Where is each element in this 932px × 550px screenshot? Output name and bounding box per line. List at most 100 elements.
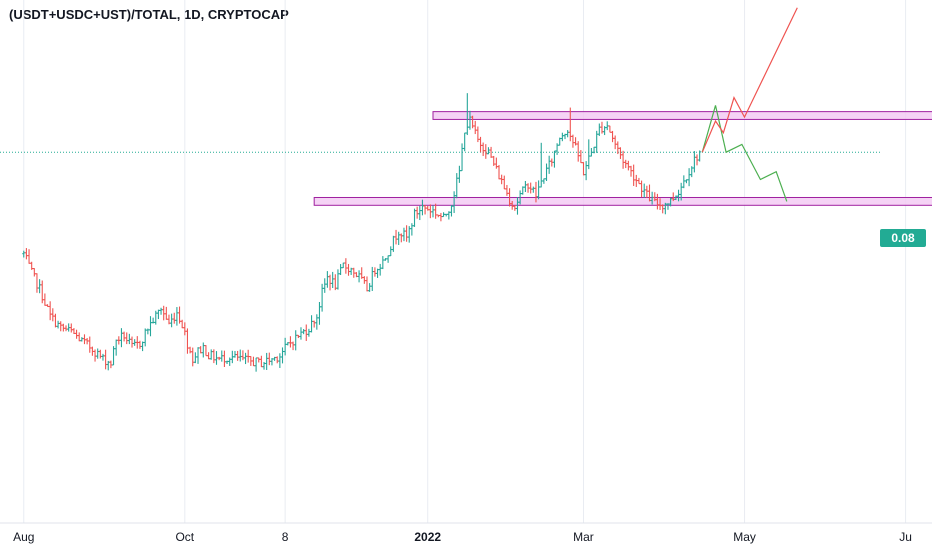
ohlc-bar <box>386 255 390 263</box>
ohlc-bar <box>164 306 168 320</box>
ohlc-bar <box>143 328 147 347</box>
ohlc-bar <box>574 137 578 146</box>
ohlc-bar <box>476 126 480 143</box>
ohlc-bar <box>357 270 361 283</box>
x-tick-label: Oct <box>175 530 194 544</box>
ohlc-bar <box>254 357 258 372</box>
ohlc-bar <box>624 159 628 169</box>
ohlc-bar <box>402 227 406 242</box>
ohlc-bar <box>133 339 137 346</box>
ohlc-bar <box>486 147 490 155</box>
ohlc-bar <box>608 125 612 133</box>
ohlc-bar <box>101 353 105 361</box>
ohlc-bar <box>257 357 261 363</box>
ohlc-bar <box>38 279 42 294</box>
ohlc-bar <box>175 307 179 326</box>
ohlc-bar <box>331 271 335 289</box>
ohlc-bar <box>360 267 364 279</box>
ohlc-bar <box>642 183 646 198</box>
ohlc-bar <box>505 184 509 196</box>
ohlc-bar <box>328 274 332 291</box>
ohlc-bar <box>531 186 535 193</box>
ohlc-bar <box>365 276 369 292</box>
x-tick-label: Ju <box>899 530 912 544</box>
ohlc-bar <box>112 346 116 366</box>
ohlc-bar <box>288 336 292 348</box>
ohlc-bar <box>347 263 351 276</box>
ohlc-bar <box>307 328 311 337</box>
ohlc-bar <box>236 350 240 361</box>
ohlc-bar <box>46 304 50 308</box>
ohlc-bar <box>552 150 556 168</box>
ohlc-bar <box>22 250 26 258</box>
ohlc-bar <box>312 320 316 328</box>
ohlc-bar <box>24 248 28 260</box>
ohlc-bar <box>302 329 306 335</box>
ohlc-bar <box>106 360 110 371</box>
ohlc-bar <box>555 143 559 155</box>
ohlc-bar <box>77 332 81 342</box>
ohlc-bar <box>233 350 237 358</box>
ohlc-bar <box>410 223 414 236</box>
ohlc-bar <box>576 141 580 162</box>
ohlc-bar <box>637 177 641 185</box>
ohlc-bar <box>399 233 403 243</box>
ohlc-bar <box>259 355 263 368</box>
ohlc-bar <box>125 332 129 345</box>
chart-title: (USDT+USDC+UST)/TOTAL, 1D, CRYPTOCAP <box>9 7 289 22</box>
ohlc-bar <box>220 350 224 362</box>
ohlc-bar <box>48 301 52 321</box>
ohlc-bar <box>618 147 622 159</box>
ohlc-bar <box>32 267 36 277</box>
ohlc-bar <box>130 336 134 348</box>
ohlc-bar <box>692 151 696 173</box>
ohlc-bar <box>595 130 599 153</box>
green-projection-path <box>701 105 788 202</box>
ohlc-bar <box>341 262 345 269</box>
ohlc-bar <box>378 263 382 276</box>
ohlc-bar <box>265 352 269 370</box>
ohlc-bar <box>114 339 118 356</box>
ohlc-bar <box>61 323 65 332</box>
ohlc-bar <box>545 163 549 181</box>
ohlc-bar <box>494 157 498 169</box>
ohlc-bar <box>188 346 192 354</box>
ohlc-bars <box>22 93 702 372</box>
ohlc-bar <box>589 148 593 157</box>
ohlc-bar <box>481 142 485 157</box>
ohlc-bar <box>104 349 108 370</box>
ohlc-bar <box>413 208 417 227</box>
ohlc-bar <box>228 357 232 366</box>
ohlc-bar <box>439 212 443 222</box>
ohlc-bar <box>502 175 506 190</box>
ohlc-bar <box>370 266 374 291</box>
ohlc-bar <box>333 274 337 291</box>
ohlc-bar <box>352 267 356 278</box>
ohlc-bar <box>59 321 63 332</box>
ohlc-bar <box>418 205 422 221</box>
ohlc-bar <box>127 333 131 345</box>
ohlc-bar <box>40 280 44 304</box>
ohlc-bar <box>214 351 218 365</box>
ohlc-bar <box>394 229 398 245</box>
ohlc-bar <box>621 150 625 169</box>
ohlc-bar <box>629 165 633 177</box>
ohlc-bar <box>397 231 401 245</box>
ohlc-bar <box>67 323 71 332</box>
ohlc-bar <box>35 273 39 293</box>
ohlc-bar <box>146 328 150 335</box>
ohlc-bar <box>349 267 353 275</box>
ohlc-bar <box>460 143 464 172</box>
ohlc-bar <box>273 356 277 361</box>
ohlc-bar <box>191 347 195 367</box>
ohlc-bar <box>317 302 321 325</box>
ohlc-bar <box>632 164 636 186</box>
ohlc-bar <box>473 120 477 135</box>
ohlc-bar <box>423 204 427 215</box>
ohlc-bar <box>497 165 501 180</box>
ohlc-bar <box>51 308 55 322</box>
ohlc-bar <box>698 150 702 162</box>
ohlc-bar <box>281 347 285 364</box>
ohlc-bar <box>278 353 282 368</box>
